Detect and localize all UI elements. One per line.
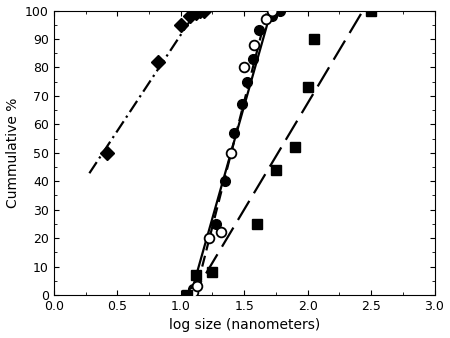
X-axis label: log size (nanometers): log size (nanometers) [169,318,320,333]
Y-axis label: Cummulative %: Cummulative % [5,98,19,208]
